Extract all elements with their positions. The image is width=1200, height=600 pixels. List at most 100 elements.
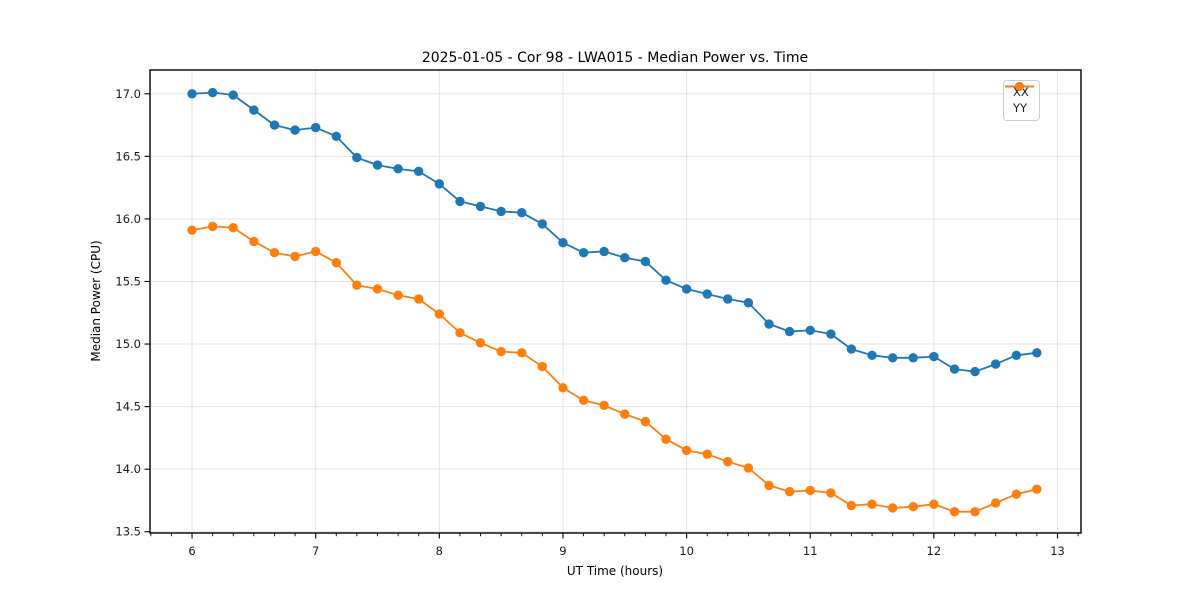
series-yy-point bbox=[970, 507, 980, 517]
series-xx-point bbox=[187, 89, 197, 99]
series-yy-point bbox=[558, 383, 568, 393]
series-yy-point bbox=[455, 328, 465, 338]
y-tick-label: 16.0 bbox=[115, 212, 141, 226]
x-tick-label: 11 bbox=[803, 544, 818, 558]
series-yy-point bbox=[764, 480, 774, 491]
y-tick-label: 15.5 bbox=[115, 274, 141, 288]
series-yy-point bbox=[187, 225, 197, 235]
series-yy-point bbox=[1032, 484, 1042, 494]
series-yy-point bbox=[393, 290, 403, 300]
series-xx-point bbox=[887, 353, 898, 363]
series-yy-point bbox=[826, 488, 836, 498]
series-yy-point bbox=[949, 507, 960, 517]
series-xx-point bbox=[1032, 348, 1042, 358]
series-xx-point bbox=[990, 359, 1001, 369]
series-yy-point bbox=[517, 348, 527, 358]
series-xx-point bbox=[702, 289, 712, 299]
series-xx-point bbox=[805, 325, 815, 335]
x-tick-label: 12 bbox=[927, 544, 942, 558]
x-tick-label: 8 bbox=[436, 544, 443, 558]
series-yy-point bbox=[702, 449, 712, 459]
series-yy-point bbox=[372, 284, 383, 294]
series-xx-point bbox=[846, 344, 857, 354]
series-xx-point bbox=[455, 196, 465, 207]
series-yy-point bbox=[908, 502, 918, 512]
series-yy-point bbox=[249, 236, 259, 247]
series-xx-point bbox=[269, 120, 280, 130]
series-yy-point bbox=[846, 500, 857, 511]
series-yy-point bbox=[805, 485, 815, 496]
y-tick-label: 14.5 bbox=[115, 400, 141, 414]
series-xx-line bbox=[191, 91, 1038, 373]
series-yy-point bbox=[929, 499, 939, 509]
series-xx-point bbox=[393, 164, 403, 174]
y-tick-label: 16.5 bbox=[115, 149, 141, 163]
series-xx-point bbox=[620, 253, 630, 263]
series-xx-point bbox=[743, 298, 754, 308]
series-yy-point bbox=[207, 221, 218, 232]
series-yy-point bbox=[413, 294, 424, 304]
series-xx-point bbox=[310, 122, 321, 133]
series-xx-point bbox=[661, 275, 671, 285]
legend-item-yy: YY bbox=[1005, 82, 1034, 115]
series-xx-point bbox=[352, 152, 362, 163]
series-yy-point bbox=[681, 445, 692, 456]
series-yy-point bbox=[331, 258, 342, 268]
series-yy-point bbox=[352, 280, 362, 290]
series-xx-point bbox=[434, 179, 445, 189]
series-xx-point bbox=[207, 87, 218, 98]
y-axis-label: Median Power (CPU) bbox=[89, 240, 103, 362]
x-tick-label: 7 bbox=[312, 544, 319, 558]
series-xx-point bbox=[826, 329, 836, 339]
series-yy-point bbox=[578, 395, 589, 406]
series-yy-point bbox=[290, 251, 300, 262]
series-xx-point bbox=[537, 219, 548, 229]
series-xx-point bbox=[929, 351, 939, 362]
series-xx-point bbox=[970, 366, 980, 377]
x-tick-label: 6 bbox=[188, 544, 195, 558]
series-yy-point bbox=[620, 409, 630, 419]
series-yy-point bbox=[723, 456, 733, 467]
series-yy-point bbox=[496, 346, 506, 357]
series-xx-point bbox=[496, 206, 506, 217]
series-yy-point bbox=[434, 309, 445, 319]
series-yy-point bbox=[990, 498, 1001, 508]
legend-label: YY bbox=[1013, 100, 1028, 115]
series-yy-point bbox=[661, 434, 671, 444]
legend-label: XX bbox=[1013, 85, 1029, 99]
series-xx-point bbox=[908, 353, 918, 363]
series-yy-point bbox=[887, 503, 898, 513]
legend: XX YY bbox=[1003, 80, 1040, 121]
series-xx-point bbox=[784, 326, 795, 337]
series-xx-point bbox=[640, 256, 651, 267]
y-tick-label: 14.0 bbox=[115, 462, 141, 476]
series-xx-point bbox=[413, 166, 424, 177]
series-xx-point bbox=[372, 160, 383, 170]
series-xx-point bbox=[249, 105, 259, 115]
series-yy-point bbox=[475, 338, 486, 348]
y-tick-label: 13.5 bbox=[115, 525, 141, 539]
x-tick-label: 13 bbox=[1050, 544, 1065, 558]
series-yy-point bbox=[1011, 489, 1022, 499]
series-xx-point bbox=[290, 125, 300, 135]
series-yy-point bbox=[269, 247, 280, 258]
x-tick-label: 9 bbox=[559, 544, 566, 558]
axes-spines bbox=[149, 69, 1082, 534]
series-xx-point bbox=[228, 90, 238, 100]
chart-title: 2025-01-05 - Cor 98 - LWA015 - Median Po… bbox=[421, 50, 809, 66]
series-xx-point bbox=[1011, 350, 1022, 361]
series-xx-point bbox=[764, 319, 774, 329]
series-yy-point bbox=[599, 400, 609, 411]
series-xx-point bbox=[723, 294, 733, 304]
series-yy-point bbox=[867, 499, 877, 509]
series-xx-point bbox=[578, 247, 589, 258]
y-tick-label: 15.0 bbox=[115, 337, 141, 351]
series-xx-point bbox=[331, 131, 342, 142]
series-yy-point bbox=[743, 463, 754, 473]
series-xx-point bbox=[949, 364, 960, 374]
series-yy-point bbox=[228, 222, 238, 233]
series-xx-point bbox=[475, 201, 486, 212]
series-xx-point bbox=[681, 284, 692, 294]
y-tick-label: 17.0 bbox=[115, 87, 141, 101]
